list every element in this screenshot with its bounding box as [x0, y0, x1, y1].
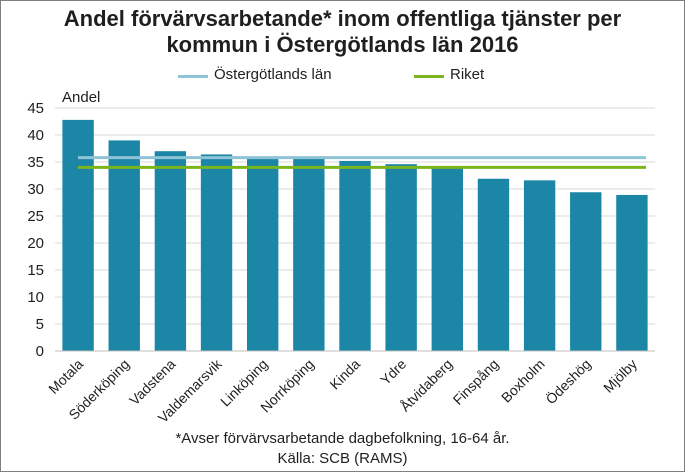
x-tick-label-9: Finspång	[450, 356, 502, 408]
y-tick-label-45: 45	[27, 100, 44, 117]
bar-5	[293, 158, 325, 351]
y-tick-label-30: 30	[27, 181, 44, 198]
y-tick-label-40: 40	[27, 127, 44, 144]
legend-label-riket: Riket	[450, 66, 485, 83]
x-tick-label-6: Kinda	[326, 356, 363, 393]
x-tick-label-0: Motala	[45, 356, 86, 397]
x-tick-label-12: Mjölby	[600, 356, 640, 396]
y-tick-label-35: 35	[27, 154, 44, 171]
y-tick-label-20: 20	[27, 235, 44, 252]
reference-lines	[78, 156, 646, 169]
y-tick-label-10: 10	[27, 289, 44, 306]
legend-swatch-lan	[178, 75, 208, 78]
bar-7	[385, 164, 417, 351]
bar-6	[339, 160, 371, 351]
y-tick-label-25: 25	[27, 208, 44, 225]
bar-4	[247, 158, 279, 351]
bar-12	[616, 194, 648, 351]
x-tick-label-11: Ödeshög	[542, 355, 594, 407]
x-tick-label-10: Boxholm	[498, 356, 548, 406]
bar-3	[200, 154, 233, 351]
y-tick-label-5: 5	[36, 316, 44, 333]
bar-0	[62, 119, 94, 351]
bar-10	[523, 180, 556, 351]
legend-label-lan: Östergötlands län	[214, 66, 332, 83]
chart-title-line-1: Andel förvärvsarbetande* inom offentliga…	[63, 6, 622, 31]
bar-9	[477, 178, 510, 351]
bar-2	[154, 151, 187, 351]
chart-title: Andel förvärvsarbetande* inom offentliga…	[0, 6, 685, 58]
y-tick-label-0: 0	[36, 343, 44, 360]
bar-8	[431, 168, 463, 351]
bars	[62, 119, 648, 351]
x-tick-label-7: Ydre	[377, 356, 409, 388]
y-tick-label-15: 15	[27, 262, 44, 279]
footnote-source: Källa: SCB (RAMS)	[277, 450, 408, 467]
y-axis-label: Andel	[62, 89, 100, 106]
legend-swatch-riket	[414, 75, 444, 78]
bar-1	[108, 140, 140, 351]
chart-title-line-2: kommun i Östergötlands län 2016	[166, 32, 519, 57]
bar-11	[570, 192, 602, 351]
footnote-definition: *Avser förvärvsarbetande dagbefolkning, …	[175, 430, 510, 447]
